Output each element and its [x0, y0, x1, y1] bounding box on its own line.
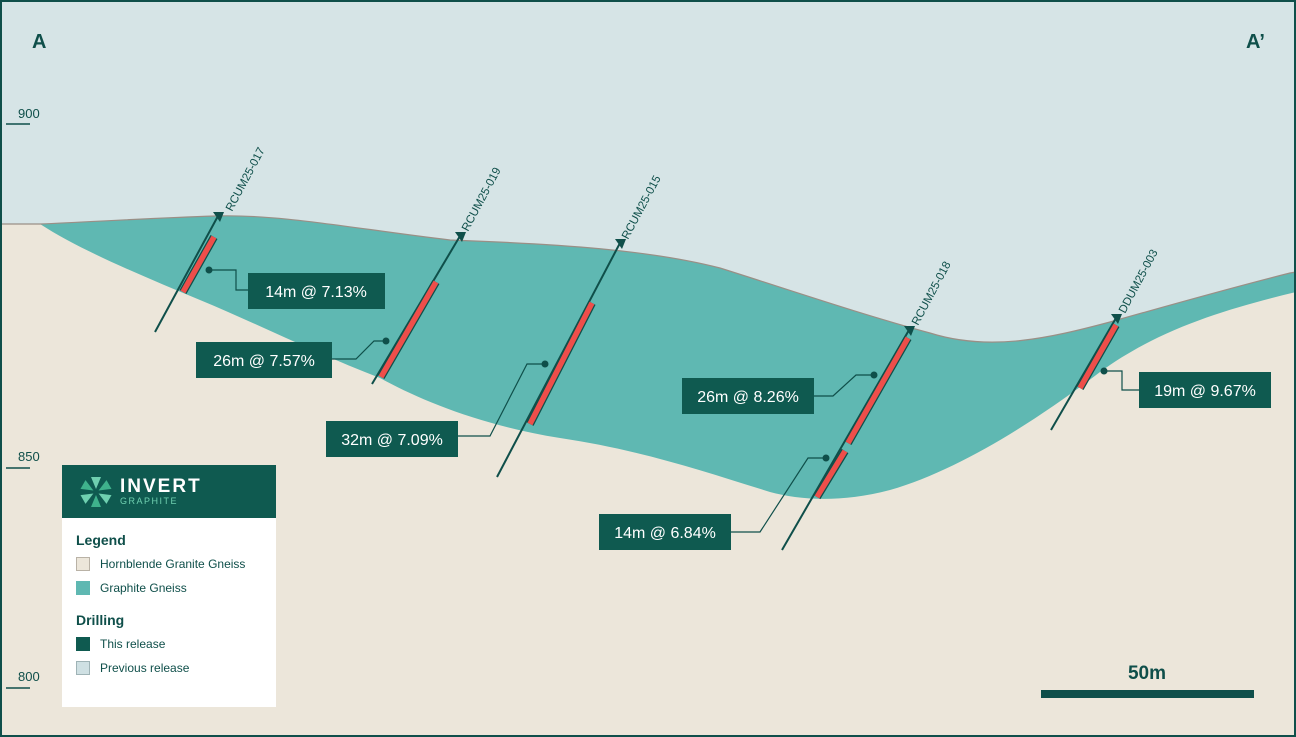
section-end-label: A’	[1246, 31, 1265, 53]
callout-dot	[205, 266, 213, 274]
callout-leader	[814, 374, 874, 397]
callout-leader	[1104, 370, 1139, 391]
intercept-callout	[196, 342, 332, 378]
intercept-callout	[599, 514, 731, 550]
intercept-callout-text: 32m @ 7.09%	[341, 432, 443, 449]
invert-graphite-logo-icon	[78, 474, 114, 510]
brand-name: INVERT	[120, 476, 202, 497]
legend-item-label: Hornblende Granite Gneiss	[100, 557, 246, 571]
elevation-label-800: 800	[18, 669, 40, 684]
collar-marker	[213, 212, 224, 222]
intercept-segment	[180, 235, 217, 294]
intercept-callout	[1139, 372, 1271, 408]
legend-title: Legend	[76, 532, 126, 548]
intercept-callout-text: 26m @ 8.26%	[697, 389, 799, 406]
elevation-label-850: 850	[18, 449, 40, 464]
intercept-callout	[326, 421, 458, 457]
callout-leader	[458, 363, 545, 437]
collar-marker	[615, 239, 626, 249]
legend-item-hornblende-granite-gneiss: Hornblende Granite Gneiss	[76, 556, 276, 572]
legend-swatch	[76, 661, 90, 675]
legend-item-label: Previous release	[100, 661, 190, 675]
legend-item-label: This release	[100, 637, 166, 651]
callout-leader	[332, 340, 386, 360]
intercept-callout-text: 14m @ 6.84%	[614, 525, 716, 542]
legend-panel: INVERT GRAPHITE Legend Hornblende Granit…	[62, 465, 276, 707]
intercept-callout	[248, 273, 385, 309]
scale-bar-line	[1041, 690, 1254, 698]
collar-marker	[1111, 314, 1122, 324]
elevation-label-900: 900	[18, 106, 40, 121]
callout-dot	[870, 371, 878, 379]
intercept-segment	[527, 301, 595, 426]
callout-dot	[822, 454, 830, 462]
intercept-callout-text: 19m @ 9.67%	[1154, 383, 1256, 400]
legend-item-graphite-gneiss: Graphite Gneiss	[76, 580, 276, 596]
callout-leader	[209, 269, 248, 291]
collar-marker	[904, 326, 915, 336]
section-start-label: A	[32, 31, 46, 53]
elevation-axis: 900 850 800	[6, 106, 40, 689]
legend-swatch	[76, 557, 90, 571]
sky-area	[0, 0, 1296, 343]
legend-swatch	[76, 581, 90, 595]
collar-marker	[455, 232, 466, 242]
drilling-title: Drilling	[76, 612, 125, 628]
intercept-segment	[1077, 323, 1119, 390]
intercept-callout	[682, 378, 814, 414]
brand-subtitle: GRAPHITE	[120, 496, 179, 506]
legend-item-previous-release: Previous release	[76, 660, 276, 676]
intercept-segment	[845, 336, 911, 445]
intercept-segment	[378, 280, 439, 379]
callout-dot	[382, 337, 390, 345]
topography-line	[0, 215, 1296, 343]
brand-header: INVERT GRAPHITE	[62, 465, 276, 518]
callout-leader	[731, 457, 826, 533]
intercept-callout-text: 14m @ 7.13%	[265, 284, 367, 301]
legend-item-this-release: This release	[76, 636, 276, 652]
drillhole-trace	[154, 215, 219, 333]
intercept-segment	[814, 449, 848, 499]
scale-bar-label: 50m	[1128, 663, 1166, 684]
callout-dot	[541, 360, 549, 368]
intercept-callout-text: 26m @ 7.57%	[213, 353, 315, 370]
legend-item-label: Graphite Gneiss	[100, 581, 187, 595]
legend-swatch	[76, 637, 90, 651]
scale-bar: 50m	[1041, 663, 1254, 698]
callout-dot	[1100, 367, 1108, 375]
